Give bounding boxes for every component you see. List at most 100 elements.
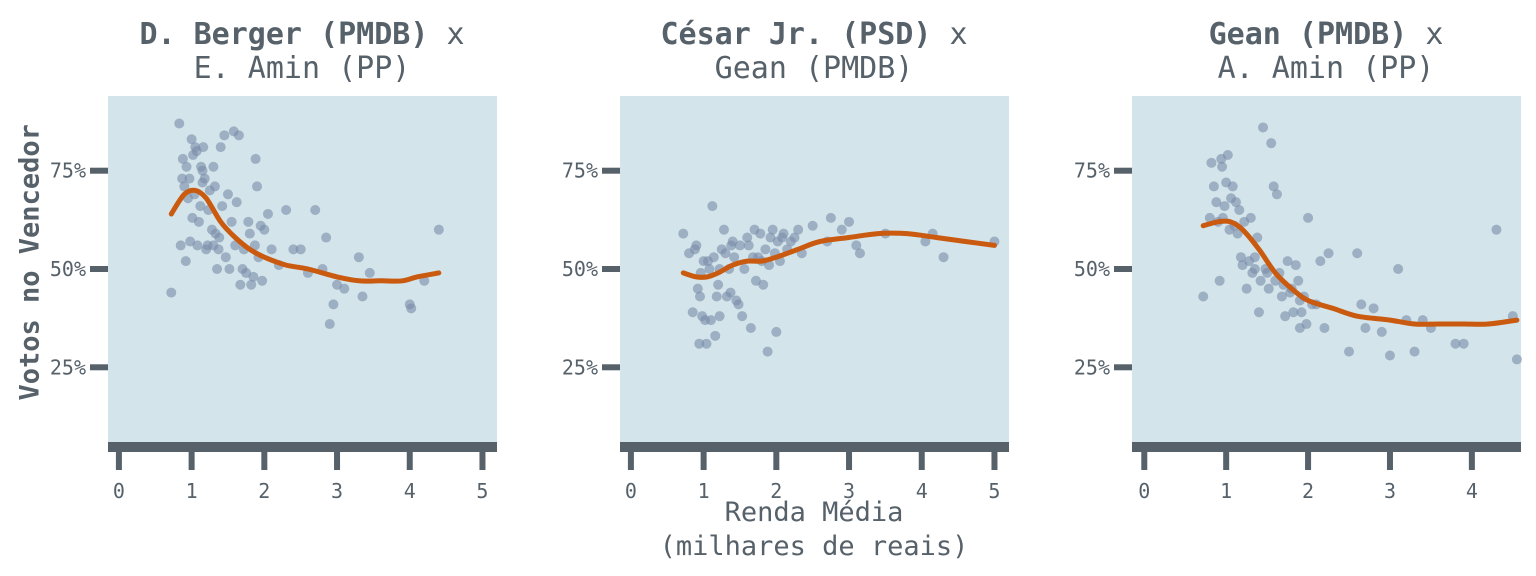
- panel-2-data-point: [725, 287, 736, 298]
- panel-2-data-point: [938, 252, 949, 263]
- panel-2-data-point: [678, 228, 689, 239]
- panel-2-data-point: [707, 201, 718, 212]
- panel-1-data-point: [281, 205, 292, 216]
- panel-3-y-tick: [1114, 266, 1132, 272]
- panel-2-data-point: [708, 252, 719, 263]
- panel-3-data-point: [1258, 122, 1269, 133]
- panel-1-data-point: [339, 283, 350, 294]
- panel-1-subtitle: E. Amin (PP): [193, 51, 411, 86]
- panel-2-data-point: [711, 291, 722, 302]
- panel-2-x-tick: [773, 452, 780, 470]
- panel-2-y-tick: [602, 364, 620, 371]
- panel-2-x-tick: [627, 452, 634, 470]
- panel-3-data-point: [1409, 346, 1420, 357]
- panel-1-title-rest: x: [428, 17, 465, 52]
- panel-3-data-point: [1268, 181, 1279, 192]
- panel-1-data-point: [174, 118, 185, 129]
- panel-2-data-point: [734, 240, 745, 251]
- panel-2-data-point: [692, 283, 703, 294]
- panel-1-data-point: [179, 181, 190, 192]
- panel-3-data-point: [1393, 264, 1404, 274]
- panel-3-y-tick-label: 25%: [1074, 355, 1110, 379]
- panel-2-x-tick-label: 0: [625, 479, 637, 503]
- panel-2-data-point: [733, 299, 744, 310]
- panel-1-y-tick-label: 50%: [50, 257, 86, 281]
- panel-1-data-point: [177, 153, 188, 164]
- panel-1-data-point: [214, 232, 225, 243]
- panel-2-y-tick: [602, 167, 620, 174]
- panel-1-y-tick: [90, 266, 108, 272]
- panel-3-data-point: [1249, 264, 1260, 274]
- panel-1-y-tick-label: 75%: [50, 159, 86, 183]
- panel-2-title-rest: x: [931, 17, 968, 52]
- panel-1-y-tick-label: 25%: [50, 355, 86, 379]
- panel-3-data-point: [1271, 189, 1282, 200]
- panel-1-data-point: [248, 271, 259, 282]
- panel-2-y-tick: [602, 266, 620, 272]
- panel-3-data-point: [1511, 354, 1522, 365]
- panel-2-x-tick: [846, 452, 853, 470]
- panel-2-x-tick: [991, 452, 998, 470]
- panel-2-y-tick-label: 50%: [562, 257, 598, 281]
- panel-1-smooth-line: [168, 187, 442, 284]
- panel-3-data-point: [1303, 212, 1314, 223]
- panel-3-x-tick: [1468, 452, 1475, 470]
- panel-2-data-point: [742, 232, 753, 243]
- panel-2-data-point: [767, 224, 778, 235]
- panel-1-x-tick: [188, 452, 195, 470]
- panel-1-y-tick: [90, 167, 108, 174]
- panel-1-data-point: [180, 256, 191, 267]
- panel-1-x-tick: [406, 452, 413, 470]
- panel-3-data-point: [1255, 275, 1266, 286]
- panel-1-data-point: [198, 142, 209, 153]
- panel-3-data-point: [1450, 338, 1461, 349]
- panel-1-data-point: [222, 189, 233, 200]
- panel-3-title-rest: x: [1407, 17, 1444, 52]
- panel-3-data-point: [1293, 275, 1304, 286]
- panel-2-data-point: [704, 264, 715, 274]
- panel-2-y-tick-label: 75%: [562, 159, 598, 183]
- panel-3-data-point: [1288, 307, 1299, 318]
- panel-1-x-tick-label: 4: [404, 479, 416, 503]
- panel-2-data-point: [687, 307, 698, 318]
- panel-2-data-point: [771, 326, 782, 337]
- panel-1-data-point: [208, 161, 219, 172]
- panel-1-data-point: [249, 240, 260, 251]
- panel-1-title: D. Berger (PMDB) x E. Amin (PP): [102, 18, 502, 86]
- panel-3-data-point: [1276, 291, 1287, 302]
- panel-2-data-point: [778, 228, 789, 239]
- panel-1-x-tick: [115, 452, 122, 470]
- panel-2-data-point: [920, 236, 931, 247]
- panel-1-data-point: [226, 216, 237, 227]
- panel-2-data-point: [745, 322, 756, 333]
- panel-1-data-point: [259, 224, 270, 235]
- panel-3-data-point: [1206, 157, 1217, 168]
- panel-1-data-point: [433, 224, 444, 235]
- panel-3-y-tick: [1114, 167, 1132, 174]
- panel-2-data-point: [758, 279, 769, 290]
- panel-3-data-point: [1208, 181, 1219, 192]
- panel-3-data-point: [1491, 224, 1502, 235]
- panel-1-data-point: [328, 299, 339, 310]
- panel-3-y-tick-label: 50%: [1074, 257, 1110, 281]
- panel-3-data-point: [1263, 283, 1274, 294]
- panel-1-data-point: [209, 181, 220, 192]
- panel-1-data-point: [357, 291, 368, 302]
- panel-3-data-point: [1249, 252, 1260, 263]
- panel-3-x-tick-label: 0: [1138, 479, 1150, 503]
- panel-3-x-tick: [1141, 452, 1148, 470]
- panel-3-x-tick-label: 2: [1302, 479, 1314, 503]
- panel-1-data-point: [246, 279, 257, 290]
- panel-2-data-point: [789, 232, 800, 243]
- panel-3-data-point: [1235, 252, 1246, 263]
- panel-2-data-point: [694, 338, 705, 349]
- panel-3-data-point: [1227, 181, 1238, 192]
- panel-2-subtitle: Gean (PMDB): [714, 51, 914, 86]
- panel-1-x-tick-label: 2: [258, 479, 270, 503]
- panel-3-data-point: [1231, 197, 1242, 208]
- x-axis-label-line2: (milhares de reais): [659, 531, 969, 562]
- panel-1-data-point: [186, 134, 197, 145]
- panel-2-data-point: [710, 330, 721, 341]
- panel-3-y-tick-label: 75%: [1074, 159, 1110, 183]
